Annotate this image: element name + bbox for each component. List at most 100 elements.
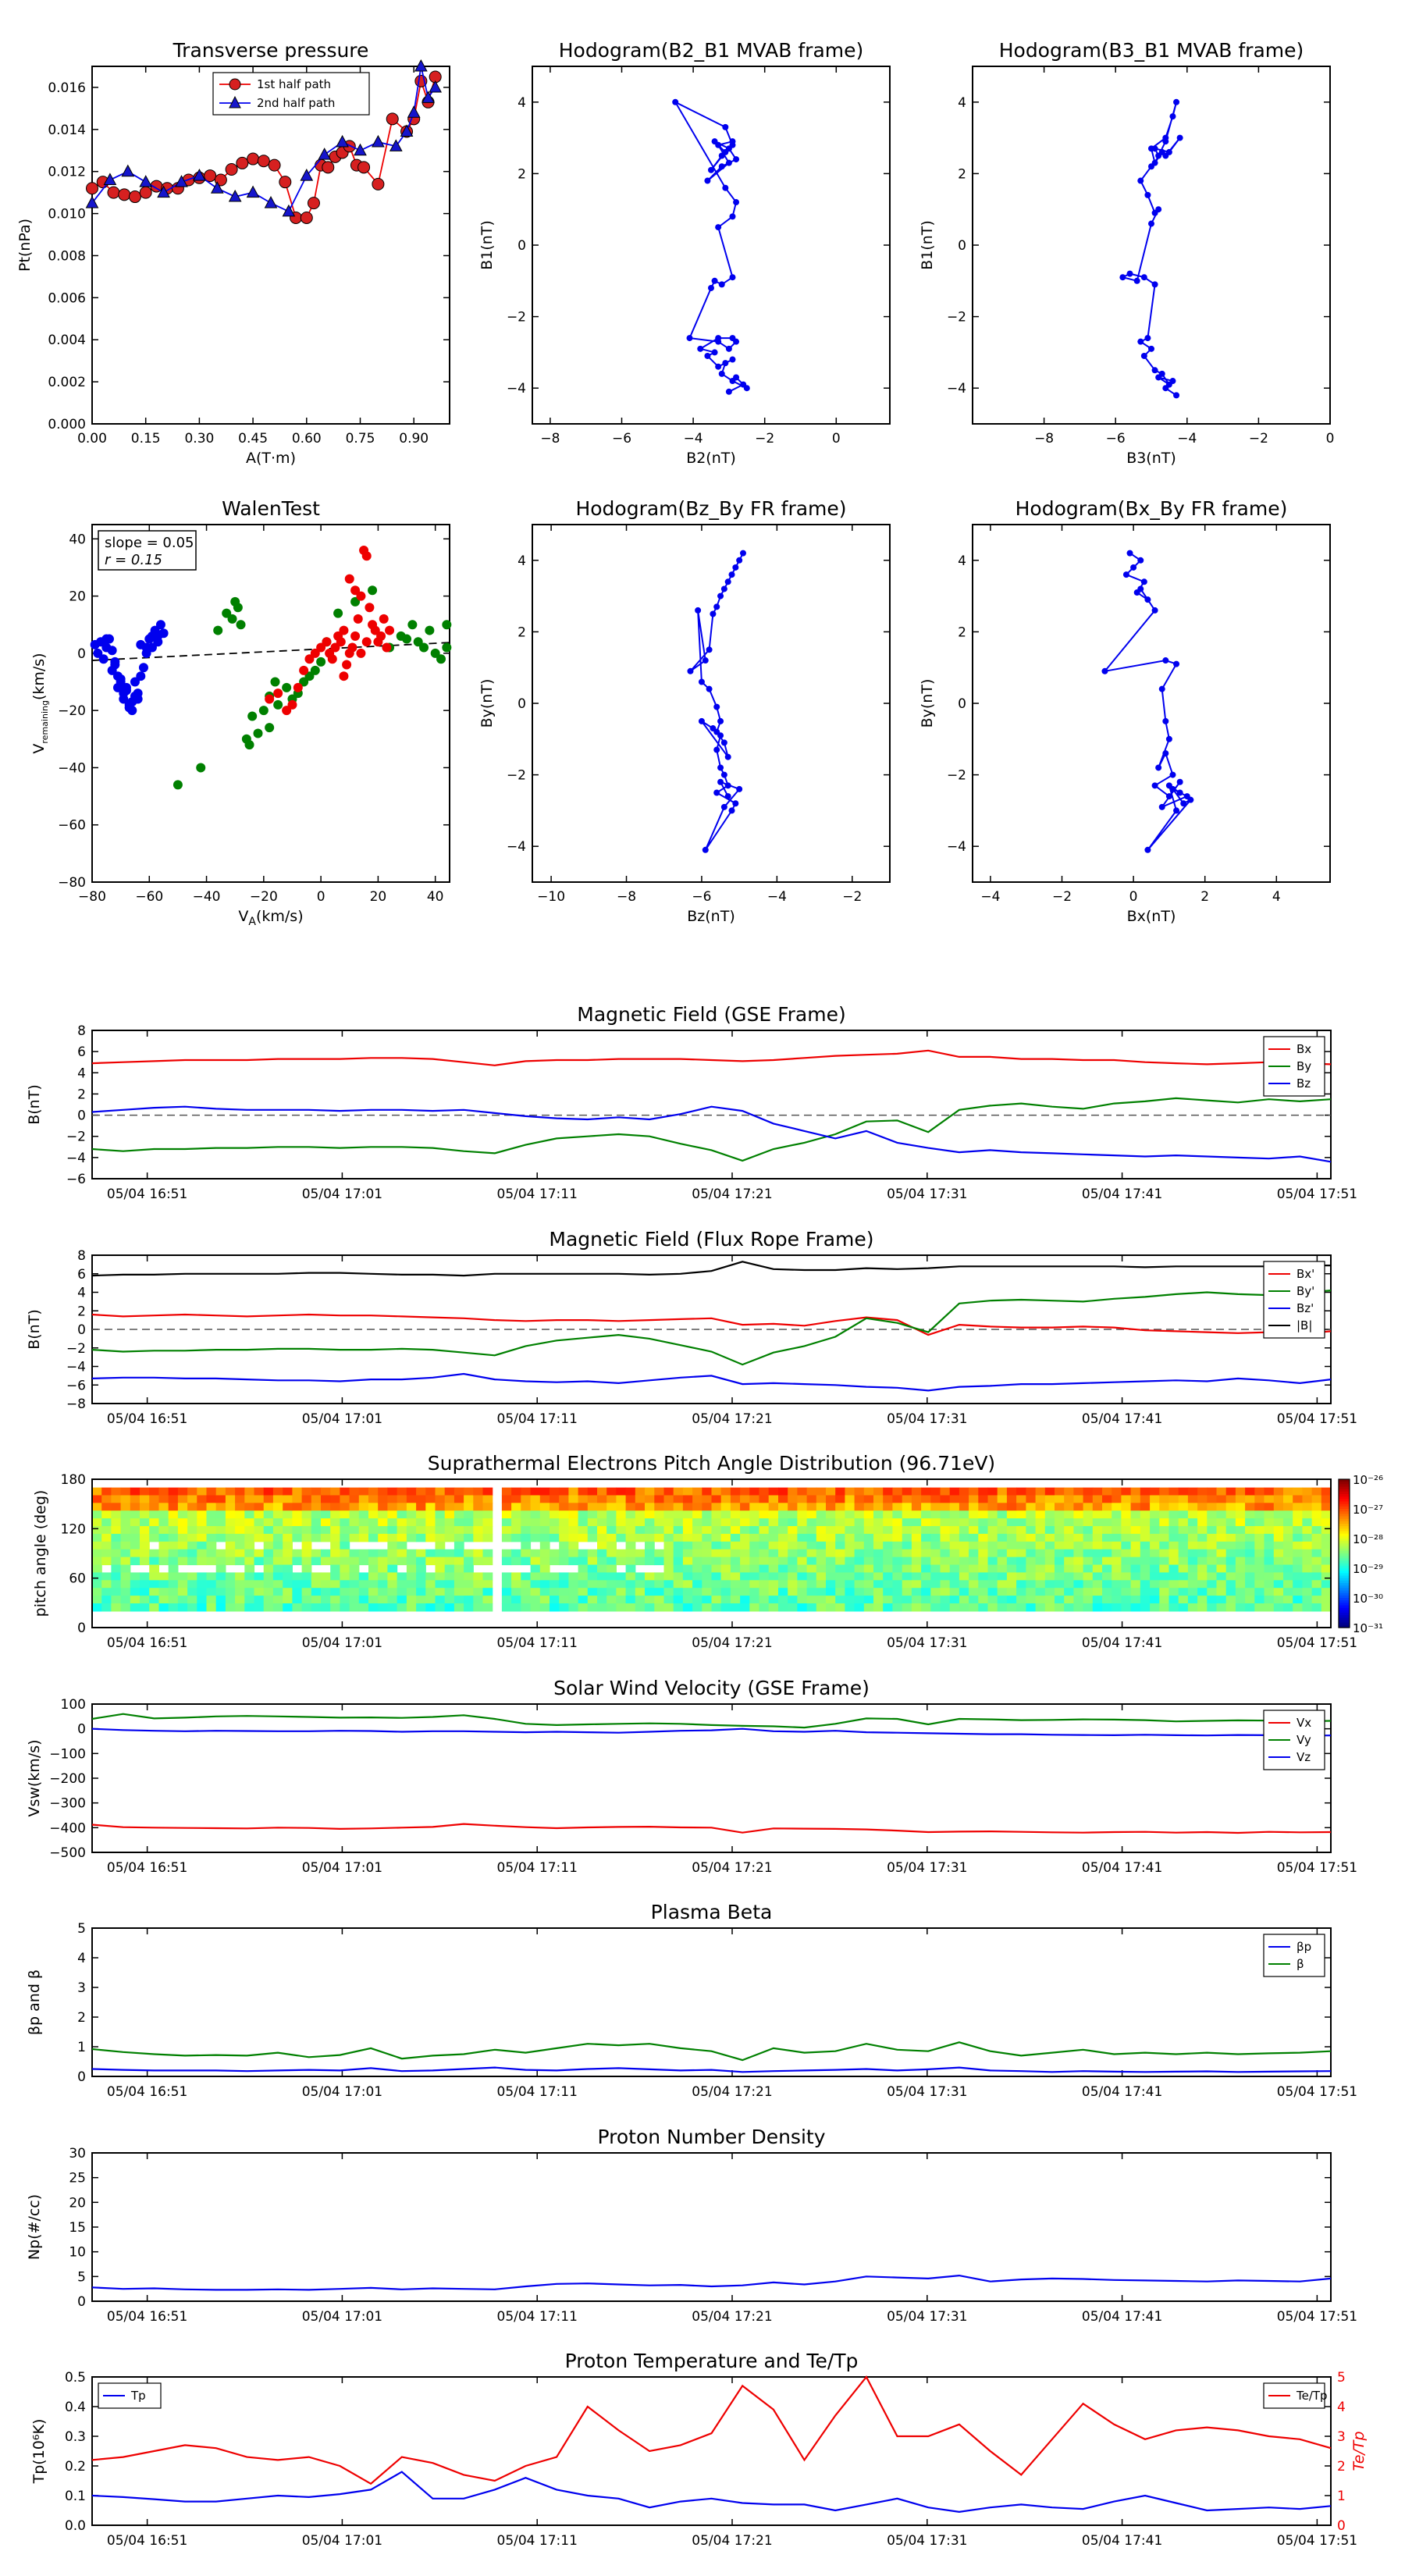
beta-ytick-label: 3	[77, 1980, 86, 1996]
data-point	[300, 169, 314, 181]
heatmap-cell	[197, 1495, 208, 1503]
heatmap-cell	[444, 1533, 455, 1542]
heatmap-cell	[406, 1549, 417, 1558]
heatmap-cell	[1273, 1503, 1284, 1511]
heatmap-cell	[1006, 1557, 1017, 1566]
heatmap-cell	[330, 1518, 340, 1527]
heatmap-cell	[349, 1572, 360, 1581]
heatmap-cell	[997, 1533, 1008, 1542]
heatmap-cell	[1112, 1495, 1122, 1503]
heatmap-cell	[1121, 1487, 1132, 1496]
chart-pitch-angle-distribution: Suprathermal Electrons Pitch Angle Distr…	[32, 1452, 1383, 1651]
heatmap-cell	[940, 1580, 951, 1589]
vsw-xtick-label: 05/04 17:21	[692, 1860, 772, 1876]
heatmap-cell	[158, 1495, 169, 1503]
heatmap-cell	[521, 1487, 532, 1496]
heatmap-cell	[197, 1503, 208, 1511]
data-point	[698, 678, 705, 685]
colorbar-segment	[1339, 1509, 1350, 1512]
heatmap-cell	[1035, 1541, 1046, 1550]
heatmap-cell	[587, 1564, 598, 1573]
heatmap-cell	[321, 1510, 331, 1519]
heatmap-cell	[454, 1588, 464, 1596]
data-point	[141, 648, 151, 658]
data-point	[1101, 667, 1108, 674]
heatmap-cell	[959, 1572, 969, 1581]
heatmap-cell	[168, 1526, 179, 1535]
heatmap-cell	[645, 1518, 655, 1527]
heatmap-cell	[1035, 1580, 1046, 1589]
heatmap-cell	[730, 1510, 741, 1519]
heatmap-cell	[1216, 1526, 1227, 1535]
heatmap-cell	[720, 1557, 731, 1566]
heatmap-cell	[730, 1596, 741, 1604]
beta-xtick-label: 05/04 17:11	[497, 2084, 578, 2100]
hodo2-title: Hodogram(B3_B1 MVAB frame)	[999, 39, 1304, 62]
heatmap-cell	[1016, 1495, 1026, 1503]
hodo4-ytick-label: −2	[947, 768, 966, 784]
data-point	[213, 625, 223, 635]
heatmap-cell	[1245, 1510, 1255, 1519]
heatmap-cell	[1168, 1557, 1179, 1566]
data-point	[372, 177, 385, 190]
data-point	[304, 654, 315, 664]
heatmap-cell	[645, 1596, 655, 1604]
heatmap-cell	[149, 1495, 159, 1503]
heatmap-cell	[435, 1603, 446, 1612]
heatmap-cell	[921, 1541, 931, 1550]
heatmap-cell	[654, 1588, 665, 1596]
heatmap-cell	[778, 1596, 788, 1604]
heatmap-cell	[1102, 1487, 1112, 1496]
heatmap-cell	[206, 1603, 217, 1612]
heatmap-cell	[1302, 1549, 1313, 1558]
heatmap-cell	[987, 1487, 998, 1496]
heatmap-cell	[1283, 1557, 1293, 1566]
heatmap-cell	[1140, 1603, 1151, 1612]
hodo3-ytick-label: −2	[507, 768, 526, 784]
heatmap-cell	[740, 1564, 750, 1573]
heatmap-cell	[321, 1518, 331, 1527]
heatmap-cell	[720, 1596, 731, 1604]
heatmap-cell	[921, 1518, 931, 1527]
heatmap-cell	[349, 1510, 360, 1519]
data-point	[1144, 335, 1151, 342]
heatmap-cell	[606, 1518, 617, 1527]
heatmap-cell	[435, 1564, 446, 1573]
heatmap-cell	[788, 1580, 798, 1589]
walen-ytick-label: 40	[69, 532, 86, 547]
heatmap-cell	[740, 1588, 750, 1596]
heatmap-cell	[1026, 1596, 1037, 1604]
np-ytick-label: 10	[69, 2245, 86, 2261]
heatmap-cell	[654, 1510, 665, 1519]
heatmap-cell	[645, 1503, 655, 1511]
heatmap-cell	[206, 1526, 217, 1535]
colorbar-label: 10⁻²⁹	[1353, 1562, 1383, 1576]
heatmap-cell	[1283, 1495, 1293, 1503]
tp-xtick-label: 05/04 16:51	[107, 2533, 187, 2549]
heatmap-cell	[1026, 1503, 1037, 1511]
heatmap-cell	[387, 1596, 398, 1604]
heatmap-cell	[740, 1580, 750, 1589]
heatmap-cell	[1083, 1518, 1094, 1527]
np-xtick-label: 05/04 17:21	[692, 2309, 772, 2325]
heatmap-cell	[788, 1596, 798, 1604]
data-point	[376, 631, 386, 641]
heatmap-cell	[387, 1549, 398, 1558]
data-point	[732, 800, 739, 807]
heatmap-cell	[559, 1541, 569, 1550]
heatmap-cell	[206, 1503, 217, 1511]
heatmap-cell	[111, 1495, 122, 1503]
heatmap-cell	[511, 1533, 521, 1542]
heatmap-cell	[416, 1503, 426, 1511]
heatmap-cell	[321, 1572, 331, 1581]
hodo1-title: Hodogram(B2_B1 MVAB frame)	[559, 39, 864, 62]
heatmap-cell	[1121, 1572, 1132, 1581]
heatmap-cell	[225, 1510, 236, 1519]
heatmap-cell	[1302, 1572, 1313, 1581]
heatmap-cell	[835, 1518, 845, 1527]
heatmap-cell	[806, 1596, 817, 1604]
heatmap-cell	[206, 1510, 217, 1519]
heatmap-cell	[521, 1580, 532, 1589]
heatmap-cell	[358, 1533, 369, 1542]
data-point	[414, 59, 428, 72]
